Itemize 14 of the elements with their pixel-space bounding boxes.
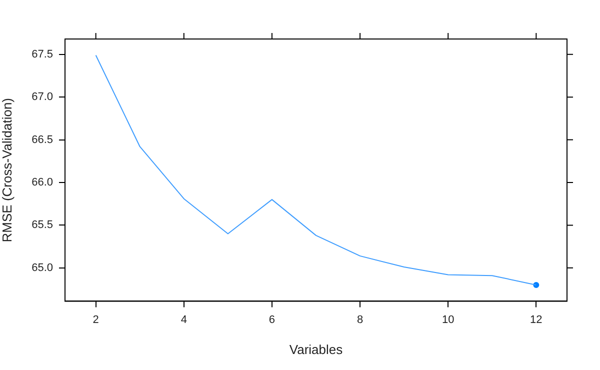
y-axis-title: RMSE (Cross-Validation) (0, 98, 14, 242)
y-tick-label: 67.0 (32, 91, 53, 104)
x-tick-label: 10 (442, 314, 454, 326)
x-tick-label: 12 (530, 314, 542, 326)
y-tick-label: 66.5 (32, 134, 53, 146)
x-tick-label: 4 (180, 314, 187, 326)
x-axis-title: Variables (289, 342, 344, 357)
y-tick-label: 65.0 (32, 262, 53, 274)
x-tick-label: 8 (356, 314, 364, 326)
y-tick-label: 67.5 (32, 48, 53, 60)
x-tick-label: 2 (92, 314, 99, 326)
x-tick-label: 6 (268, 314, 276, 326)
y-tick-label: 66.0 (32, 176, 53, 189)
y-tick-label: 65.5 (32, 219, 53, 232)
